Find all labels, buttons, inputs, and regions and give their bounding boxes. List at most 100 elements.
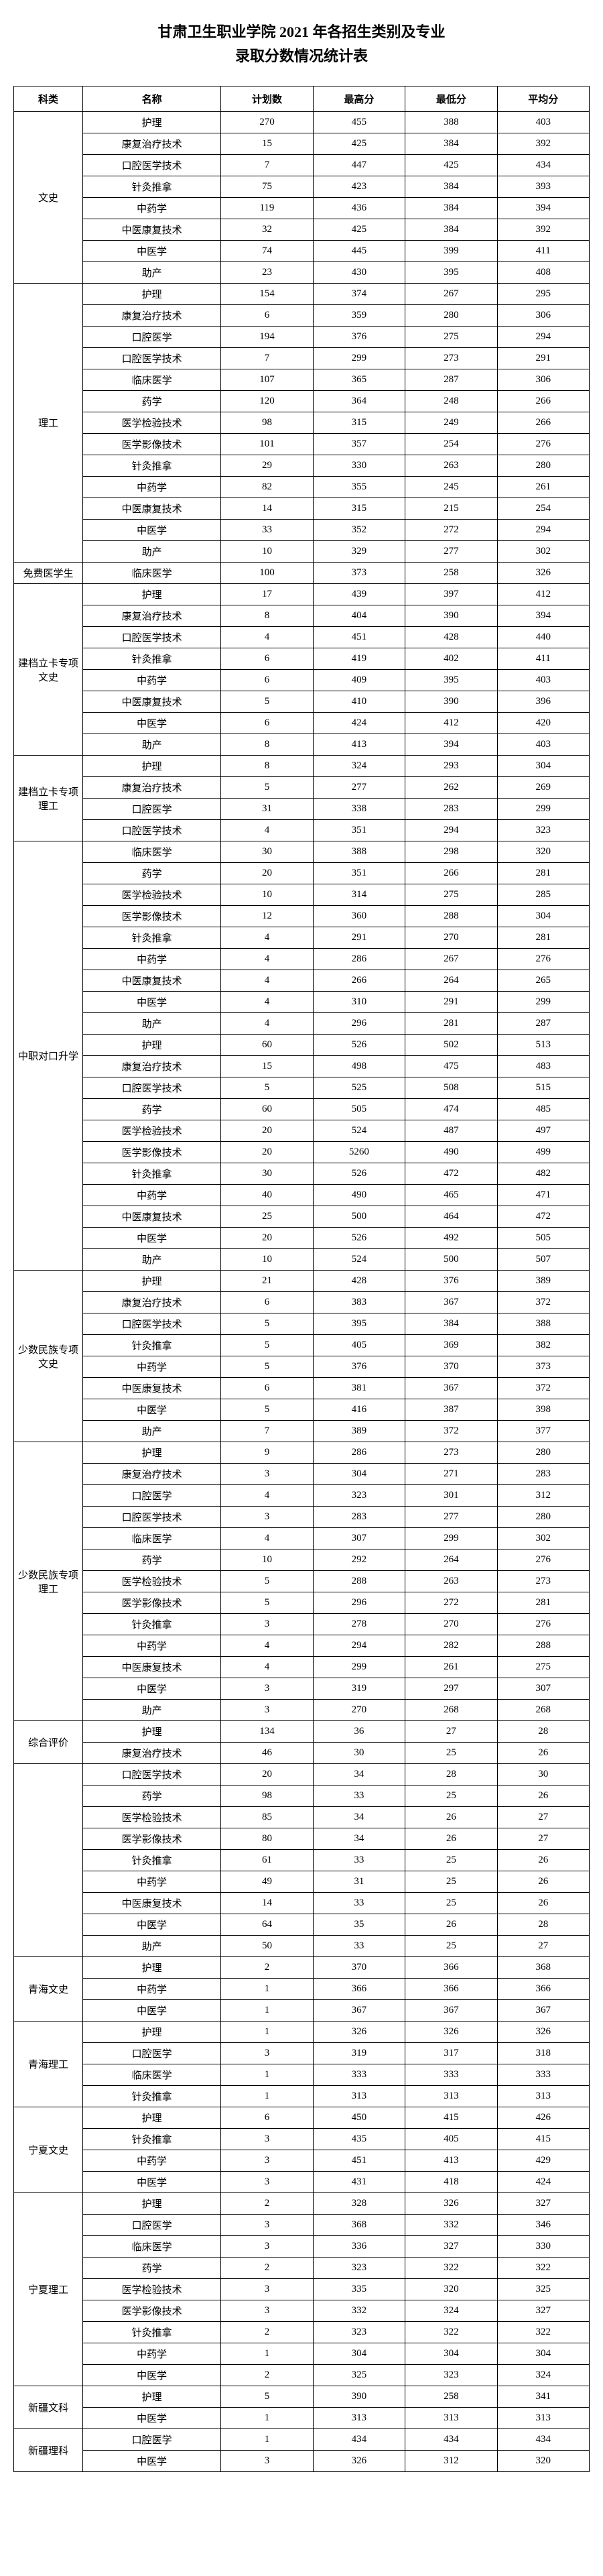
data-cell: 医学检验技术 [83, 412, 221, 434]
data-cell: 323 [313, 2258, 405, 2279]
data-cell: 372 [497, 1378, 589, 1399]
data-cell: 中药学 [83, 1871, 221, 1893]
data-cell: 389 [313, 1421, 405, 1442]
data-cell: 364 [313, 391, 405, 412]
data-cell: 395 [405, 262, 497, 284]
data-cell: 中药学 [83, 1635, 221, 1657]
data-cell: 口腔医学技术 [83, 348, 221, 369]
data-cell: 护理 [83, 112, 221, 133]
data-cell: 411 [497, 241, 589, 262]
data-cell: 281 [497, 1592, 589, 1614]
data-cell: 389 [497, 1271, 589, 1292]
data-cell: 434 [313, 2429, 405, 2451]
data-cell: 291 [405, 992, 497, 1013]
data-cell: 306 [497, 369, 589, 391]
data-cell: 502 [405, 1035, 497, 1056]
table-row: 药学98332526 [14, 1785, 590, 1807]
data-cell: 390 [405, 691, 497, 713]
data-cell: 中药学 [83, 2150, 221, 2172]
data-cell: 434 [497, 155, 589, 176]
data-cell: 34 [313, 1807, 405, 1828]
table-row: 中药学4286267276 [14, 949, 590, 970]
data-cell: 药学 [83, 1099, 221, 1120]
data-cell: 29 [221, 455, 313, 477]
table-row: 中药学3451413429 [14, 2150, 590, 2172]
data-cell: 524 [313, 1249, 405, 1271]
data-cell: 372 [497, 1292, 589, 1313]
table-row: 医学影像技术5296272281 [14, 1592, 590, 1614]
data-cell: 口腔医学技术 [83, 1077, 221, 1099]
data-cell: 367 [405, 2000, 497, 2022]
table-row: 中药学49312526 [14, 1871, 590, 1893]
data-cell: 2 [221, 2193, 313, 2215]
data-cell: 康复治疗技术 [83, 1056, 221, 1077]
data-cell: 26 [497, 1785, 589, 1807]
data-cell: 口腔医学 [83, 799, 221, 820]
data-cell: 33 [313, 1936, 405, 1957]
data-cell: 75 [221, 176, 313, 198]
data-cell: 402 [405, 648, 497, 670]
data-cell: 275 [405, 884, 497, 906]
data-cell: 418 [405, 2172, 497, 2193]
data-cell: 283 [497, 1464, 589, 1485]
data-cell: 261 [497, 477, 589, 498]
data-cell: 440 [497, 627, 589, 648]
table-row: 免费医学生临床医学100373258326 [14, 563, 590, 584]
data-cell: 326 [313, 2451, 405, 2472]
data-cell: 265 [497, 970, 589, 992]
table-row: 中医学1313313313 [14, 2408, 590, 2429]
data-cell: 药学 [83, 2258, 221, 2279]
data-cell: 药学 [83, 863, 221, 884]
data-cell: 426 [497, 2107, 589, 2129]
data-cell: 助产 [83, 1421, 221, 1442]
table-row: 助产10524500507 [14, 1249, 590, 1271]
data-cell: 275 [497, 1657, 589, 1678]
data-cell: 526 [313, 1163, 405, 1185]
data-cell: 80 [221, 1828, 313, 1850]
data-cell: 412 [497, 584, 589, 605]
table-row: 中医学74445399411 [14, 241, 590, 262]
data-cell: 464 [405, 1206, 497, 1228]
data-cell: 312 [497, 1485, 589, 1507]
data-cell: 515 [497, 1077, 589, 1099]
data-cell: 381 [313, 1378, 405, 1399]
data-cell: 26 [405, 1807, 497, 1828]
data-cell: 护理 [83, 2386, 221, 2408]
data-cell: 30 [313, 1743, 405, 1764]
data-cell: 490 [313, 1185, 405, 1206]
table-row: 助产10329277302 [14, 541, 590, 563]
data-cell: 6 [221, 670, 313, 691]
data-cell: 325 [313, 2365, 405, 2386]
data-cell: 367 [313, 2000, 405, 2022]
data-cell: 261 [405, 1657, 497, 1678]
table-row: 中药学6409395403 [14, 670, 590, 691]
data-cell: 中医学 [83, 2172, 221, 2193]
data-cell: 4 [221, 927, 313, 949]
data-cell: 299 [313, 1657, 405, 1678]
table-row: 口腔医学技术4351294323 [14, 820, 590, 841]
data-cell: 336 [313, 2236, 405, 2258]
data-cell: 301 [405, 1485, 497, 1507]
data-cell: 394 [497, 605, 589, 627]
data-cell: 1 [221, 2064, 313, 2086]
data-cell: 护理 [83, 1035, 221, 1056]
data-cell: 3 [221, 1700, 313, 1721]
data-cell: 273 [497, 1571, 589, 1592]
data-cell: 299 [405, 1528, 497, 1549]
data-cell: 328 [313, 2193, 405, 2215]
data-cell: 20 [221, 1764, 313, 1785]
data-cell: 护理 [83, 284, 221, 305]
table-row: 口腔医学技术3283277280 [14, 1507, 590, 1528]
data-cell: 304 [497, 756, 589, 777]
data-cell: 101 [221, 434, 313, 455]
data-cell: 482 [497, 1163, 589, 1185]
data-cell: 278 [313, 1614, 405, 1635]
category-cell: 中职对口升学 [14, 841, 83, 1271]
data-cell: 中药学 [83, 477, 221, 498]
data-cell: 助产 [83, 1249, 221, 1271]
data-cell: 27 [497, 1807, 589, 1828]
data-cell: 415 [497, 2129, 589, 2150]
data-cell: 5 [221, 1592, 313, 1614]
data-cell: 3 [221, 1464, 313, 1485]
page-title-2: 录取分数情况统计表 [13, 44, 590, 66]
